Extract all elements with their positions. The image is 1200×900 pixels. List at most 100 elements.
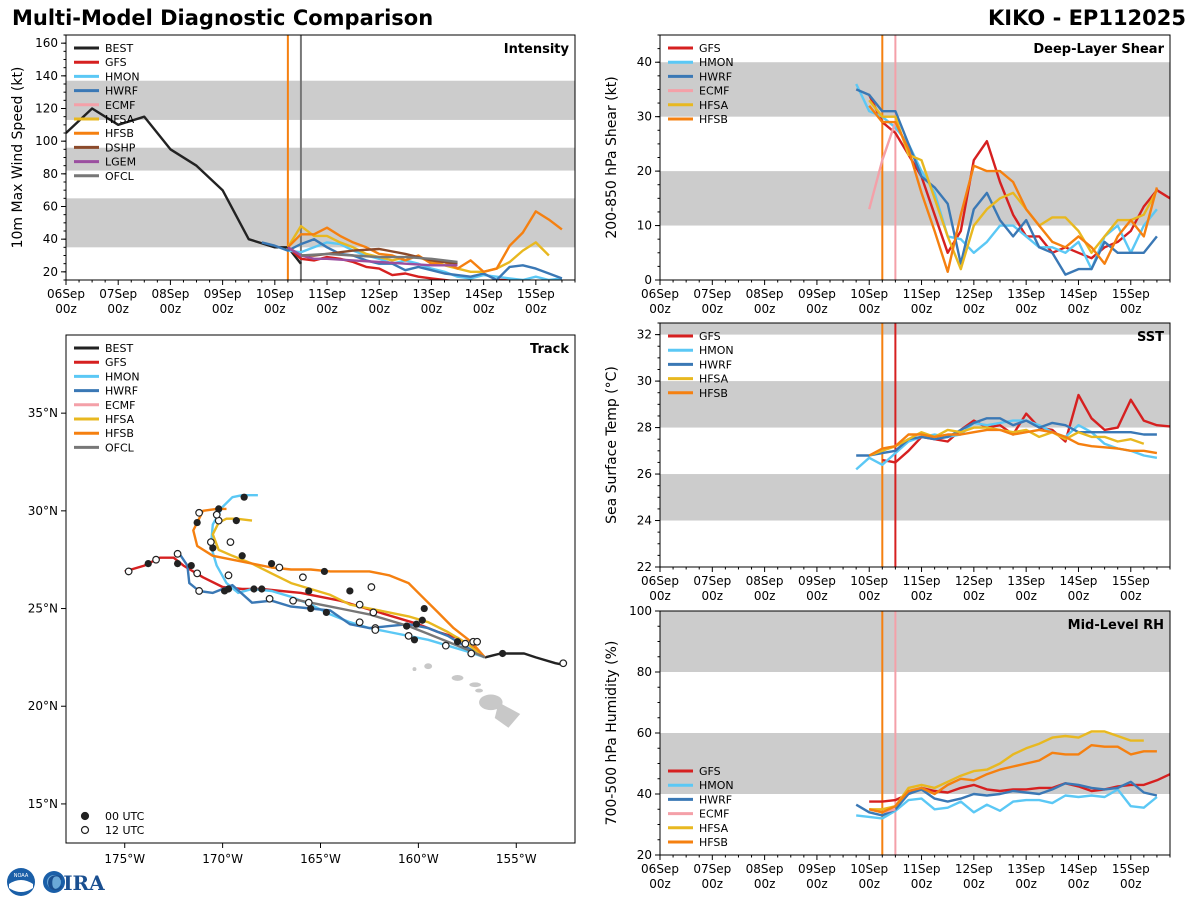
marker-00utc-8 [305, 587, 313, 595]
legend-label-dshp: DSHP [105, 141, 136, 154]
marker-12utc-13 [298, 573, 307, 582]
island-2 [451, 674, 464, 681]
marker-12utc-25 [173, 549, 182, 558]
marker-00utc-3 [403, 622, 411, 630]
legend-label-hwrf: HWRF [699, 793, 732, 806]
legend-label-best: BEST [105, 42, 133, 55]
marker-12utc-4 [467, 649, 476, 658]
ytick-label-track-2: 25°N [28, 602, 58, 616]
ylabel-intensity: 10m Max Wind Speed (kt) [10, 67, 26, 249]
series-shear-hfsb [868, 105, 1159, 273]
marker-12utc-15 [275, 563, 284, 572]
xtick-label-sst-2: 08Sep 00z [746, 574, 784, 603]
xtick-label-intensity-5: 11Sep 00z [308, 287, 346, 316]
legend-label-gfs: GFS [699, 330, 721, 343]
xtick-label-rh-9: 15Sep 00z [1112, 862, 1150, 891]
legend-label-hmon: HMON [699, 344, 734, 357]
legend-label-hwrf: HWRF [699, 358, 732, 371]
xtick-label-rh-2: 08Sep 00z [746, 862, 784, 891]
xtick-label-track-0: 175°W [104, 852, 145, 866]
series-shear-hfsa [868, 99, 1158, 271]
marker-12utc-14 [289, 596, 297, 605]
legend-label-hfsa: HFSA [105, 413, 135, 426]
band-shear-0 [660, 171, 1170, 226]
xtick-label-sst-7: 13Sep 00z [1007, 574, 1045, 603]
island-big-island [494, 702, 521, 728]
xtick-label-shear-4: 10Sep 00z [850, 287, 888, 316]
marker-00utc-2 [418, 616, 426, 624]
legend-label-lgem: LGEM [105, 156, 136, 169]
xtick-label-rh-0: 06Sep 00z [641, 862, 679, 891]
noaa-logo-text: NOAA [14, 873, 29, 879]
ytick-label-sst-4: 30 [637, 374, 652, 388]
panel-label-intensity: Intensity [504, 42, 570, 57]
chart-rh: 20 40 60 80 100 06Sep 00z 07Sep 00z 08Sep 00z 09Sep… [604, 604, 1171, 891]
marker-00utc-12 [173, 560, 182, 568]
series-track-best [484, 652, 566, 667]
xtick-label-shear-3: 09Sep 00z [798, 287, 836, 316]
ytick-label-sst-5: 32 [637, 328, 652, 342]
marker-00utc-11 [209, 544, 217, 552]
frame-track [65, 334, 576, 844]
marker-12utc-22 [195, 508, 204, 517]
marker-00utc-1 [453, 638, 462, 646]
xtick-label-shear-8: 14Sep 00z [1060, 287, 1098, 316]
legend-label-gfs: GFS [699, 765, 721, 778]
ytick-label-intensity-2: 60 [43, 200, 58, 214]
ytick-label-track-3: 30°N [28, 504, 58, 518]
xtick-label-rh-5: 11Sep 00z [903, 862, 941, 891]
xtick-label-shear-9: 15Sep 00z [1112, 287, 1150, 316]
ytick-label-shear-4: 40 [637, 55, 652, 69]
legend-label-ecmf: ECMF [105, 399, 135, 412]
ytick-label-intensity-5: 120 [35, 102, 58, 116]
ytick-label-shear-2: 20 [637, 164, 652, 178]
island-0 [479, 694, 503, 711]
marker-00utc-6 [322, 608, 330, 617]
xtick-label-intensity-4: 10Sep 00z [256, 287, 294, 316]
legend-marker-open [80, 825, 90, 835]
marker-12utc-23 [193, 569, 202, 578]
xtick-label-intensity-9: 15Sep 00z [517, 287, 555, 316]
ylabel-shear: 200-850 hPa Shear (kt) [604, 76, 620, 238]
xtick-label-sst-1: 07Sep 00z [693, 574, 731, 603]
xtick-label-intensity-1: 07Sep 00z [99, 287, 137, 316]
ylabel-rh: 700-500 hPa Humidity (%) [604, 641, 620, 826]
panel-label-rh: Mid-Level RH [1068, 618, 1164, 633]
marker-12utc-21 [212, 510, 221, 519]
series-intensity-hmon [287, 241, 563, 280]
xtick-label-sst-8: 14Sep 00z [1060, 574, 1098, 603]
series-intensity-hwrf [261, 237, 563, 280]
xtick-label-sst-4: 10Sep 00z [850, 574, 888, 603]
marker-00utc-21 [258, 585, 266, 593]
xtick-label-track-3: 160°W [398, 852, 439, 866]
legend-label-hfsb: HFSB [699, 387, 728, 400]
series-rh-hfsa [869, 730, 1144, 811]
ytick-label-rh-1: 40 [637, 787, 652, 801]
marker-12utc-10 [369, 608, 378, 617]
legend-label-hfsb: HFSB [699, 836, 728, 849]
series-intensity-lgem [287, 246, 458, 267]
ytick-label-rh-2: 60 [637, 726, 652, 740]
xtick-label-track-2: 165°W [300, 852, 341, 866]
xtick-label-shear-1: 07Sep 00z [693, 287, 731, 316]
xtick-label-track-4: 155°W [496, 852, 537, 866]
legend-label-hmon: HMON [699, 56, 734, 69]
plot-area-intensity [66, 35, 575, 280]
legend-label-hfsb: HFSB [105, 427, 134, 440]
marker-12utc-17 [224, 571, 233, 580]
panel-label-track: Track [530, 342, 569, 357]
legend-label-hfsa: HFSA [105, 113, 135, 126]
xtick-label-sst-9: 15Sep 00z [1112, 574, 1150, 603]
legend-label-ecmf: ECMF [699, 808, 729, 821]
marker-00utc-17 [232, 517, 240, 525]
band-shear-1 [660, 62, 1170, 117]
legend-label-gfs: GFS [105, 356, 127, 369]
ytick-label-sst-2: 26 [637, 467, 652, 481]
xtick-label-shear-0: 06Sep 00z [641, 287, 679, 316]
legend-marker-label-0: 00 UTC [105, 810, 145, 823]
xtick-label-rh-8: 14Sep 00z [1060, 862, 1098, 891]
marker-12utc-5 [441, 641, 450, 650]
